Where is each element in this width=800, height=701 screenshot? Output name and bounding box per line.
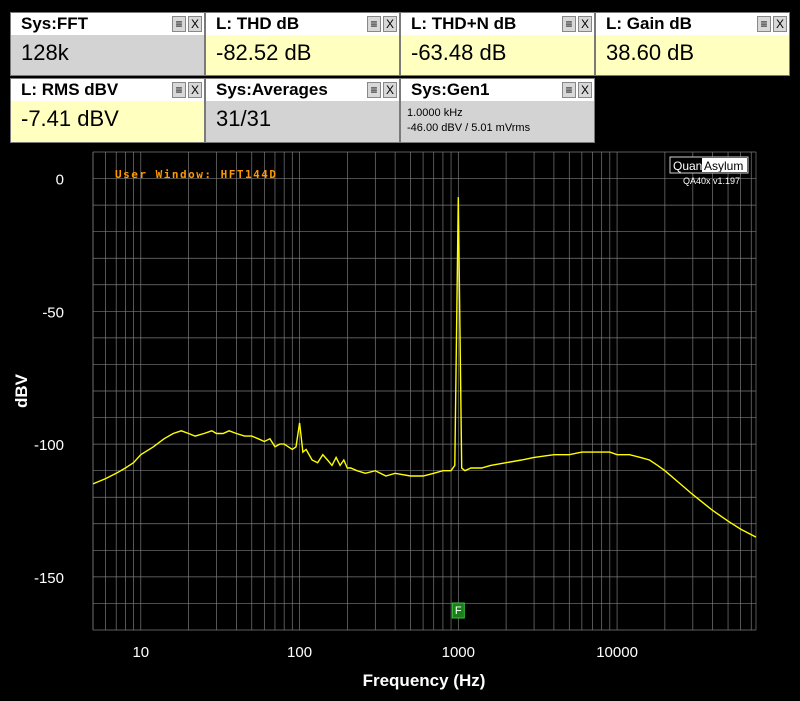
- marker-label: F: [455, 605, 462, 617]
- readout-title: L: Gain dB: [606, 14, 692, 33]
- y-tick-label: 0: [56, 172, 64, 189]
- readout-title: Sys:Averages: [216, 80, 328, 99]
- readout-value: -63.48 dB: [411, 40, 507, 65]
- readout-thd[interactable]: L: THD dB ≡ X -82.52 dB: [205, 12, 400, 76]
- close-icon[interactable]: X: [773, 16, 787, 32]
- close-icon[interactable]: X: [188, 82, 202, 98]
- series-line: [92, 197, 757, 538]
- x-tick-labels: 10 100 1000 10000: [132, 644, 637, 661]
- readout-thdn[interactable]: L: THD+N dB ≡ X -63.48 dB: [400, 12, 595, 76]
- menu-icon[interactable]: ≡: [367, 16, 381, 32]
- gen-level: -46.00 dBV / 5.01 mVrms: [407, 122, 531, 134]
- brand-asylum: Asylum: [704, 159, 743, 173]
- x-tick-label: 100: [287, 644, 312, 661]
- frequency-marker[interactable]: F: [451, 602, 465, 619]
- readout-value: 31/31: [216, 106, 272, 131]
- readout-title: L: RMS dBV: [21, 80, 119, 99]
- brand-version: QA40x v1.197: [683, 176, 740, 186]
- y-tick-labels: 0 -50 -100 -150: [34, 172, 64, 587]
- brand-quant: Quant: [673, 159, 706, 173]
- close-icon[interactable]: X: [578, 82, 592, 98]
- readout-value: 128k: [21, 40, 69, 65]
- menu-icon[interactable]: ≡: [172, 16, 186, 32]
- readout-value: 38.60 dB: [606, 40, 695, 65]
- close-icon[interactable]: X: [578, 16, 592, 32]
- menu-icon[interactable]: ≡: [172, 82, 186, 98]
- menu-icon[interactable]: ≡: [562, 82, 576, 98]
- readout-sys-fft[interactable]: Sys:FFT ≡ X 128k: [10, 12, 205, 76]
- close-icon[interactable]: X: [188, 16, 202, 32]
- x-tick-label: 10: [132, 644, 149, 661]
- readout-title: L: THD dB: [216, 14, 300, 33]
- readout-title: Sys:Gen1: [411, 80, 490, 99]
- y-tick-label: -150: [34, 570, 64, 587]
- x-tick-label: 1000: [442, 644, 475, 661]
- fft-spectrum-chart[interactable]: 0 -50 -100 -150 10 100 1000 10000 User Window:…: [0, 145, 800, 701]
- readout-gen1[interactable]: Sys:Gen1 ≡ X 1.0000 kHz -46.00 dBV / 5.01…: [400, 78, 595, 143]
- readout-rms[interactable]: L: RMS dBV ≡ X -7.41 dBV: [10, 78, 205, 143]
- close-icon[interactable]: X: [383, 16, 397, 32]
- y-tick-label: -50: [42, 304, 64, 321]
- readout-value: -82.52 dB: [216, 40, 312, 65]
- gen-frequency: 1.0000 kHz: [407, 107, 463, 119]
- window-label: User Window: HFT144D: [115, 168, 277, 181]
- grid: [92, 151, 757, 631]
- readout-title: L: THD+N dB: [411, 14, 517, 33]
- readout-averages[interactable]: Sys:Averages ≡ X 31/31: [205, 78, 400, 143]
- menu-icon[interactable]: ≡: [367, 82, 381, 98]
- readout-value: -7.41 dBV: [21, 106, 119, 131]
- y-tick-label: -100: [34, 437, 64, 454]
- menu-icon[interactable]: ≡: [757, 16, 771, 32]
- close-icon[interactable]: X: [383, 82, 397, 98]
- x-axis-title: Frequency (Hz): [363, 671, 486, 690]
- brand-logo: Quant Asylum QA40x v1.197: [669, 156, 749, 186]
- readout-gain[interactable]: L: Gain dB ≡ X 38.60 dB: [595, 12, 790, 76]
- y-axis-title: dBV: [12, 373, 31, 408]
- x-tick-label: 10000: [596, 644, 638, 661]
- readout-title: Sys:FFT: [21, 14, 89, 33]
- menu-icon[interactable]: ≡: [562, 16, 576, 32]
